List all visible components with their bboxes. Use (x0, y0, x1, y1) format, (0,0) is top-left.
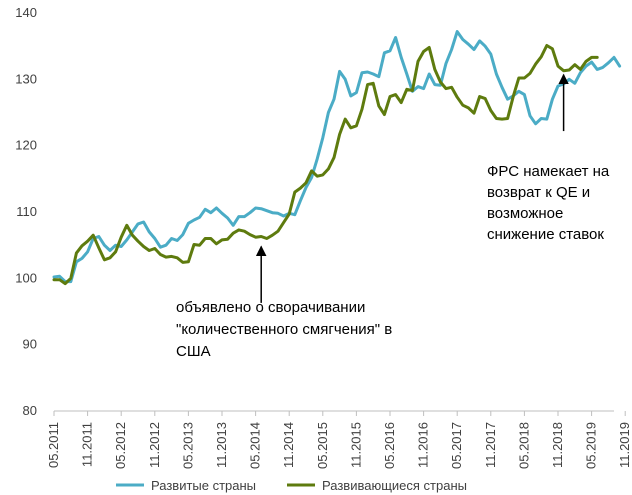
x-tick-label: 05.2013 (180, 422, 195, 469)
annotation-text: возврат к QE и (487, 184, 590, 201)
y-tick-label: 130 (15, 71, 37, 86)
annotation-text: возможное (487, 205, 563, 222)
y-tick-label: 140 (15, 5, 37, 20)
annotation-text: объявлено о сворачивании (176, 299, 365, 316)
y-tick-label: 110 (16, 204, 37, 219)
series-lines (52, 30, 622, 286)
legend-label: Развитые страны (151, 478, 256, 493)
x-tick-label: 11.2018 (550, 422, 565, 468)
y-tick-label: 90 (23, 337, 37, 352)
series-line-emerging (52, 44, 599, 286)
y-tick-label: 120 (15, 138, 37, 153)
legend: Развитые страны Развивающиеся страны (116, 478, 467, 493)
y-tick-label: 80 (23, 403, 37, 418)
annotation-text: "количественного смягчения" в (176, 321, 392, 338)
x-tick-label: 11.2017 (483, 422, 498, 468)
x-tick-label: 05.2014 (248, 422, 263, 469)
x-tick-label: 05.2018 (516, 422, 531, 469)
x-tick-label: 11.2016 (416, 422, 431, 468)
x-tick-label: 11.2012 (147, 422, 162, 468)
annotation-text: снижение ставок (487, 226, 604, 243)
x-tick-label: 11.2011 (80, 422, 95, 467)
x-tick-label: 05.2016 (382, 422, 397, 469)
x-tick-label: 05.2019 (584, 422, 599, 469)
x-tick-label: 11.2014 (281, 422, 296, 468)
legend-label: Развивающиеся страны (322, 478, 467, 493)
x-tick-label: 11.2015 (348, 422, 363, 468)
y-tick-label: 100 (15, 270, 37, 285)
x-tick-label: 05.2012 (113, 422, 128, 469)
y-axis: 80 90 100 110 120 130 140 (15, 5, 37, 418)
x-tick-label: 11.2019 (617, 422, 632, 468)
annotations: объявлено о сворачивании "количественного… (176, 73, 610, 360)
annotation-text: ФРС намекает на (487, 163, 610, 180)
x-tick-label: 05.2017 (449, 422, 464, 469)
annotation-text: США (176, 343, 211, 360)
x-tick-label: 11.2013 (214, 422, 229, 468)
x-tick-label: 05.2015 (315, 422, 330, 469)
series-line-developed (52, 30, 622, 284)
x-tick-label: 05.2011 (46, 422, 61, 468)
x-axis-ticks: 05.2011 11.2011 05.2012 11.2012 05.2013 11.20… (46, 411, 632, 469)
